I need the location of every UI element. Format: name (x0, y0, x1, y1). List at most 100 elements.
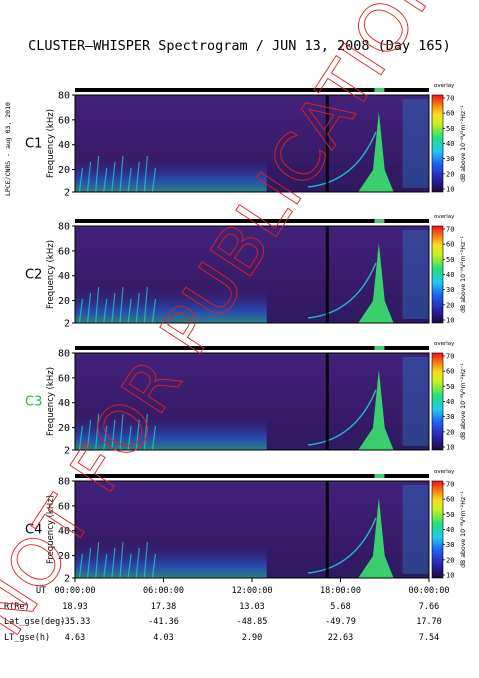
y-tick-label: 2 (64, 188, 70, 199)
emission-streak (151, 298, 157, 324)
colorbar-tick-label: 30 (446, 541, 454, 549)
y-tick-label: 20 (58, 423, 70, 434)
y-tick-label: 40 (58, 271, 70, 282)
emission-streak (95, 286, 100, 324)
colorbar-label: dB above 10⁻⁸V²m⁻²Hz⁻¹ (460, 236, 467, 313)
panel-c4: 80 60 40 20 2 Frequency (kHz) C4 overlay 70 60 50 4… (25, 469, 467, 585)
ephemeris-value: 4.03 (153, 633, 173, 643)
emission-streak (78, 553, 84, 579)
colorbar-tick-label: 40 (446, 271, 454, 279)
emission-streak (119, 286, 124, 324)
high-frequency-noise (402, 485, 429, 574)
ephemeris-value: -35.33 (60, 617, 91, 627)
colorbar-tick-label: 50 (446, 511, 454, 519)
ephemeris-row-label: Lat_gse(deg) (4, 617, 65, 627)
y-axis-label: Frequency (kHz) (46, 240, 56, 309)
y-tick-label: 20 (58, 551, 70, 562)
colorbar-tick-label: 70 (446, 481, 454, 489)
data-gap (325, 226, 329, 323)
colorbar (431, 352, 444, 451)
y-tick-label: 20 (58, 296, 70, 307)
low-frequency-band (75, 542, 267, 578)
emission-streak (151, 553, 157, 579)
emission-streak (143, 541, 148, 579)
ephemeris-value: 22.63 (328, 633, 354, 643)
colorbar-tick-label: 10 (446, 572, 454, 580)
y-axis-label: Frequency (kHz) (46, 367, 56, 436)
emission-streak (78, 425, 84, 451)
ephemeris-value: -49.79 (325, 617, 356, 627)
bright-emission (358, 112, 394, 192)
emission-arc (307, 262, 377, 319)
availability-marker (374, 219, 385, 223)
colorbar-tick-label: 60 (446, 496, 454, 504)
colorbar-tick-label: 30 (446, 286, 454, 294)
emission-streak (111, 161, 116, 193)
y-tick-label: 20 (58, 165, 70, 176)
colorbar (431, 94, 444, 193)
low-frequency-band (75, 156, 267, 192)
colorbar-tick-label: 10 (446, 186, 454, 194)
colorbar-label: dB above 10⁻⁸V²m⁻²Hz⁻¹ (460, 491, 467, 568)
colorbar-tick-label: 50 (446, 383, 454, 391)
colorbar-tick-label: 20 (446, 170, 454, 178)
ephemeris-value: -41.36 (148, 617, 179, 627)
emission-streak (151, 425, 157, 451)
y-tick-label: 80 (58, 222, 70, 233)
colorbar-tick-label: 70 (446, 353, 454, 361)
availability-marker (374, 88, 385, 92)
emission-streak (95, 413, 100, 451)
emission-arc (307, 517, 377, 574)
ephemeris-value: 17.70 (416, 617, 442, 627)
colorbar-tick-label: 20 (446, 301, 454, 309)
emission-streak (119, 155, 124, 193)
emission-streak (135, 547, 140, 579)
emission-streak (127, 553, 132, 579)
colorbar-tick-label: 60 (446, 110, 454, 118)
y-axis-label: Frequency (kHz) (46, 109, 56, 178)
colorbar-tick-label: 30 (446, 413, 454, 421)
colorbar-tick-label: 60 (446, 368, 454, 376)
emission-streak (111, 292, 116, 324)
emission-streak (95, 541, 100, 579)
ephemeris-value: 13.03 (239, 602, 265, 612)
x-tick-label: 00:00:00 (409, 586, 450, 596)
panel-c1: 80 60 40 20 2 Frequency (kHz) C1 overlay 70 60 50 4… (25, 83, 467, 199)
ephemeris-value: 18.93 (62, 602, 88, 612)
y-tick-label: 80 (58, 477, 70, 488)
high-frequency-noise (402, 230, 429, 319)
panel-frame (74, 352, 430, 451)
bright-emission (358, 370, 394, 450)
emission-streak (143, 155, 148, 193)
emission-arc (307, 389, 377, 446)
emission-streak (86, 547, 92, 579)
emission-streak (135, 292, 140, 324)
y-tick-label: 60 (58, 246, 70, 257)
y-tick-label: 80 (58, 349, 70, 360)
availability-bar (75, 88, 429, 92)
colorbar-tick-label: 10 (446, 317, 454, 325)
colorbar-header: overlay (434, 214, 455, 220)
emission-streak (111, 419, 116, 451)
ephemeris-row-label: UT (36, 586, 46, 596)
data-gap (325, 481, 329, 578)
colorbar-tick-label: 40 (446, 140, 454, 148)
emission-streak (86, 161, 92, 193)
availability-bar (75, 346, 429, 350)
panel-label: C4 (25, 523, 42, 538)
panel-c2: 80 60 40 20 2 Frequency (kHz) C2 overlay 70 60 50 4… (25, 214, 467, 330)
colorbar-tick-label: 70 (446, 226, 454, 234)
emission-streak (103, 167, 108, 193)
y-tick-label: 2 (64, 446, 70, 457)
colorbar-label: dB above 10⁻⁸V²m⁻²Hz⁻¹ (460, 363, 467, 440)
bright-emission (358, 243, 394, 323)
colorbar-header: overlay (434, 341, 455, 347)
ephemeris-value: 2.90 (242, 633, 262, 643)
x-tick-label: 06:00:00 (143, 586, 184, 596)
ephemeris-value: 7.66 (419, 602, 439, 612)
ephemeris-value: 17.38 (151, 602, 177, 612)
data-gap (325, 95, 329, 192)
x-tick-label: 00:00:00 (55, 586, 96, 596)
colorbar-label: dB above 10⁻⁸V²m⁻²Hz⁻¹ (460, 105, 467, 182)
